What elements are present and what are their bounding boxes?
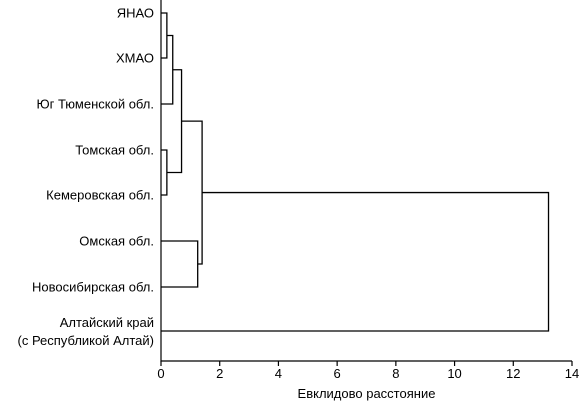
leaf-label: ЯНАО bbox=[117, 6, 154, 21]
dendrogram-links bbox=[161, 12, 550, 332]
x-tick-label: 8 bbox=[392, 366, 399, 381]
x-tick-label: 2 bbox=[216, 366, 223, 381]
leaf-label: Юг Тюменской обл. bbox=[36, 97, 154, 112]
x-axis-ticks: 0 2 4 6 8 10 12 14 bbox=[157, 361, 579, 381]
x-tick-label: 4 bbox=[275, 366, 282, 381]
plot-frame bbox=[160, 0, 572, 362]
dendrogram-link bbox=[161, 149, 168, 196]
dendrogram-link bbox=[181, 120, 203, 265]
leaf-label: Алтайский край bbox=[60, 315, 154, 330]
leaf-label: Новосибирская обл. bbox=[32, 280, 154, 295]
leaf-label: Томская обл. bbox=[75, 143, 154, 158]
leaf-label: ХМАО bbox=[116, 51, 154, 66]
x-tick-label: 0 bbox=[157, 366, 164, 381]
dendrogram-link bbox=[166, 69, 183, 174]
leaf-label: (с Республикой Алтай) bbox=[18, 333, 155, 348]
leaf-label: Омская обл. bbox=[79, 234, 154, 249]
leaf-labels: ЯНАО ХМАО Юг Тюменской обл. Томская обл. Кем… bbox=[18, 6, 155, 349]
x-tick-label: 6 bbox=[334, 366, 341, 381]
dendrogram-link bbox=[161, 240, 199, 288]
x-axis-label: Евклидово расстояние bbox=[298, 386, 436, 401]
x-axis: 0 2 4 6 8 10 12 14 bbox=[157, 0, 579, 381]
dendrogram-link bbox=[161, 12, 168, 59]
x-tick-label: 10 bbox=[447, 366, 461, 381]
leaf-label: Кемеровская обл. bbox=[46, 188, 154, 203]
dendrogram-link bbox=[161, 191, 550, 332]
x-tick-label: 12 bbox=[506, 366, 520, 381]
x-tick-label: 14 bbox=[565, 366, 579, 381]
